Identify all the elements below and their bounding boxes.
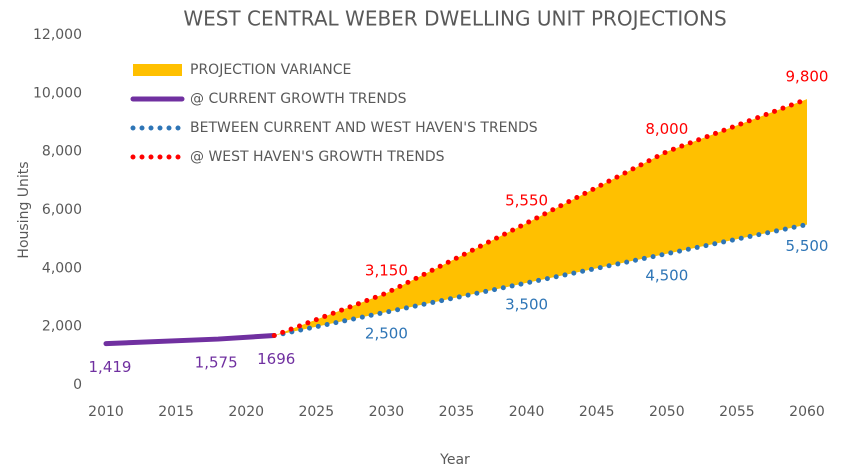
y-tick-label: 2,000 (42, 319, 82, 335)
x-tick-label: 2060 (789, 404, 825, 420)
y-tick-label: 10,000 (33, 85, 82, 101)
x-tick-label: 2010 (88, 404, 124, 420)
series-line (271, 222, 810, 339)
x-tick-label: 2040 (509, 404, 545, 420)
y-tick-label: 8,000 (42, 144, 82, 160)
chart-title: WEST CENTRAL WEBER DWELLING UNIT PROJECT… (183, 7, 726, 31)
x-tick-label: 2045 (579, 404, 615, 420)
data-label: 8,000 (645, 120, 688, 138)
y-tick-label: 6,000 (42, 202, 82, 218)
x-tick-label: 2055 (719, 404, 755, 420)
data-label: 2,500 (365, 325, 408, 343)
data-label: 5,500 (786, 237, 829, 255)
variance-area (274, 99, 807, 336)
y-tick-label: 0 (73, 377, 82, 393)
data-label: 4,500 (645, 266, 688, 284)
y-tick-label: 12,000 (33, 27, 82, 43)
x-axis-label: Year (439, 452, 470, 468)
legend-label: BETWEEN CURRENT AND WEST HAVEN'S TRENDS (190, 120, 538, 136)
x-tick-label: 2020 (228, 404, 264, 420)
series-line (103, 333, 277, 347)
x-tick-label: 2030 (369, 404, 405, 420)
data-label: 1,575 (195, 354, 238, 372)
legend-label: @ CURRENT GROWTH TRENDS (190, 91, 407, 107)
data-label: 3,150 (365, 262, 408, 280)
y-axis-label: Housing Units (16, 161, 32, 258)
data-label: 9,800 (786, 68, 829, 86)
x-tick-label: 2015 (158, 404, 194, 420)
y-tick-label: 4,000 (42, 260, 82, 276)
x-tick-label: 2050 (649, 404, 685, 420)
data-label: 5,550 (505, 192, 548, 210)
x-tick-label: 2035 (439, 404, 475, 420)
x-tick-label: 2025 (298, 404, 334, 420)
series-line (271, 96, 810, 339)
data-label: 3,500 (505, 295, 548, 313)
legend-label: @ WEST HAVEN'S GROWTH TRENDS (190, 149, 445, 165)
data-label: 1696 (257, 350, 295, 368)
data-label: 1,419 (89, 358, 132, 376)
legend-swatch (133, 64, 182, 76)
legend-label: PROJECTION VARIANCE (190, 62, 351, 78)
